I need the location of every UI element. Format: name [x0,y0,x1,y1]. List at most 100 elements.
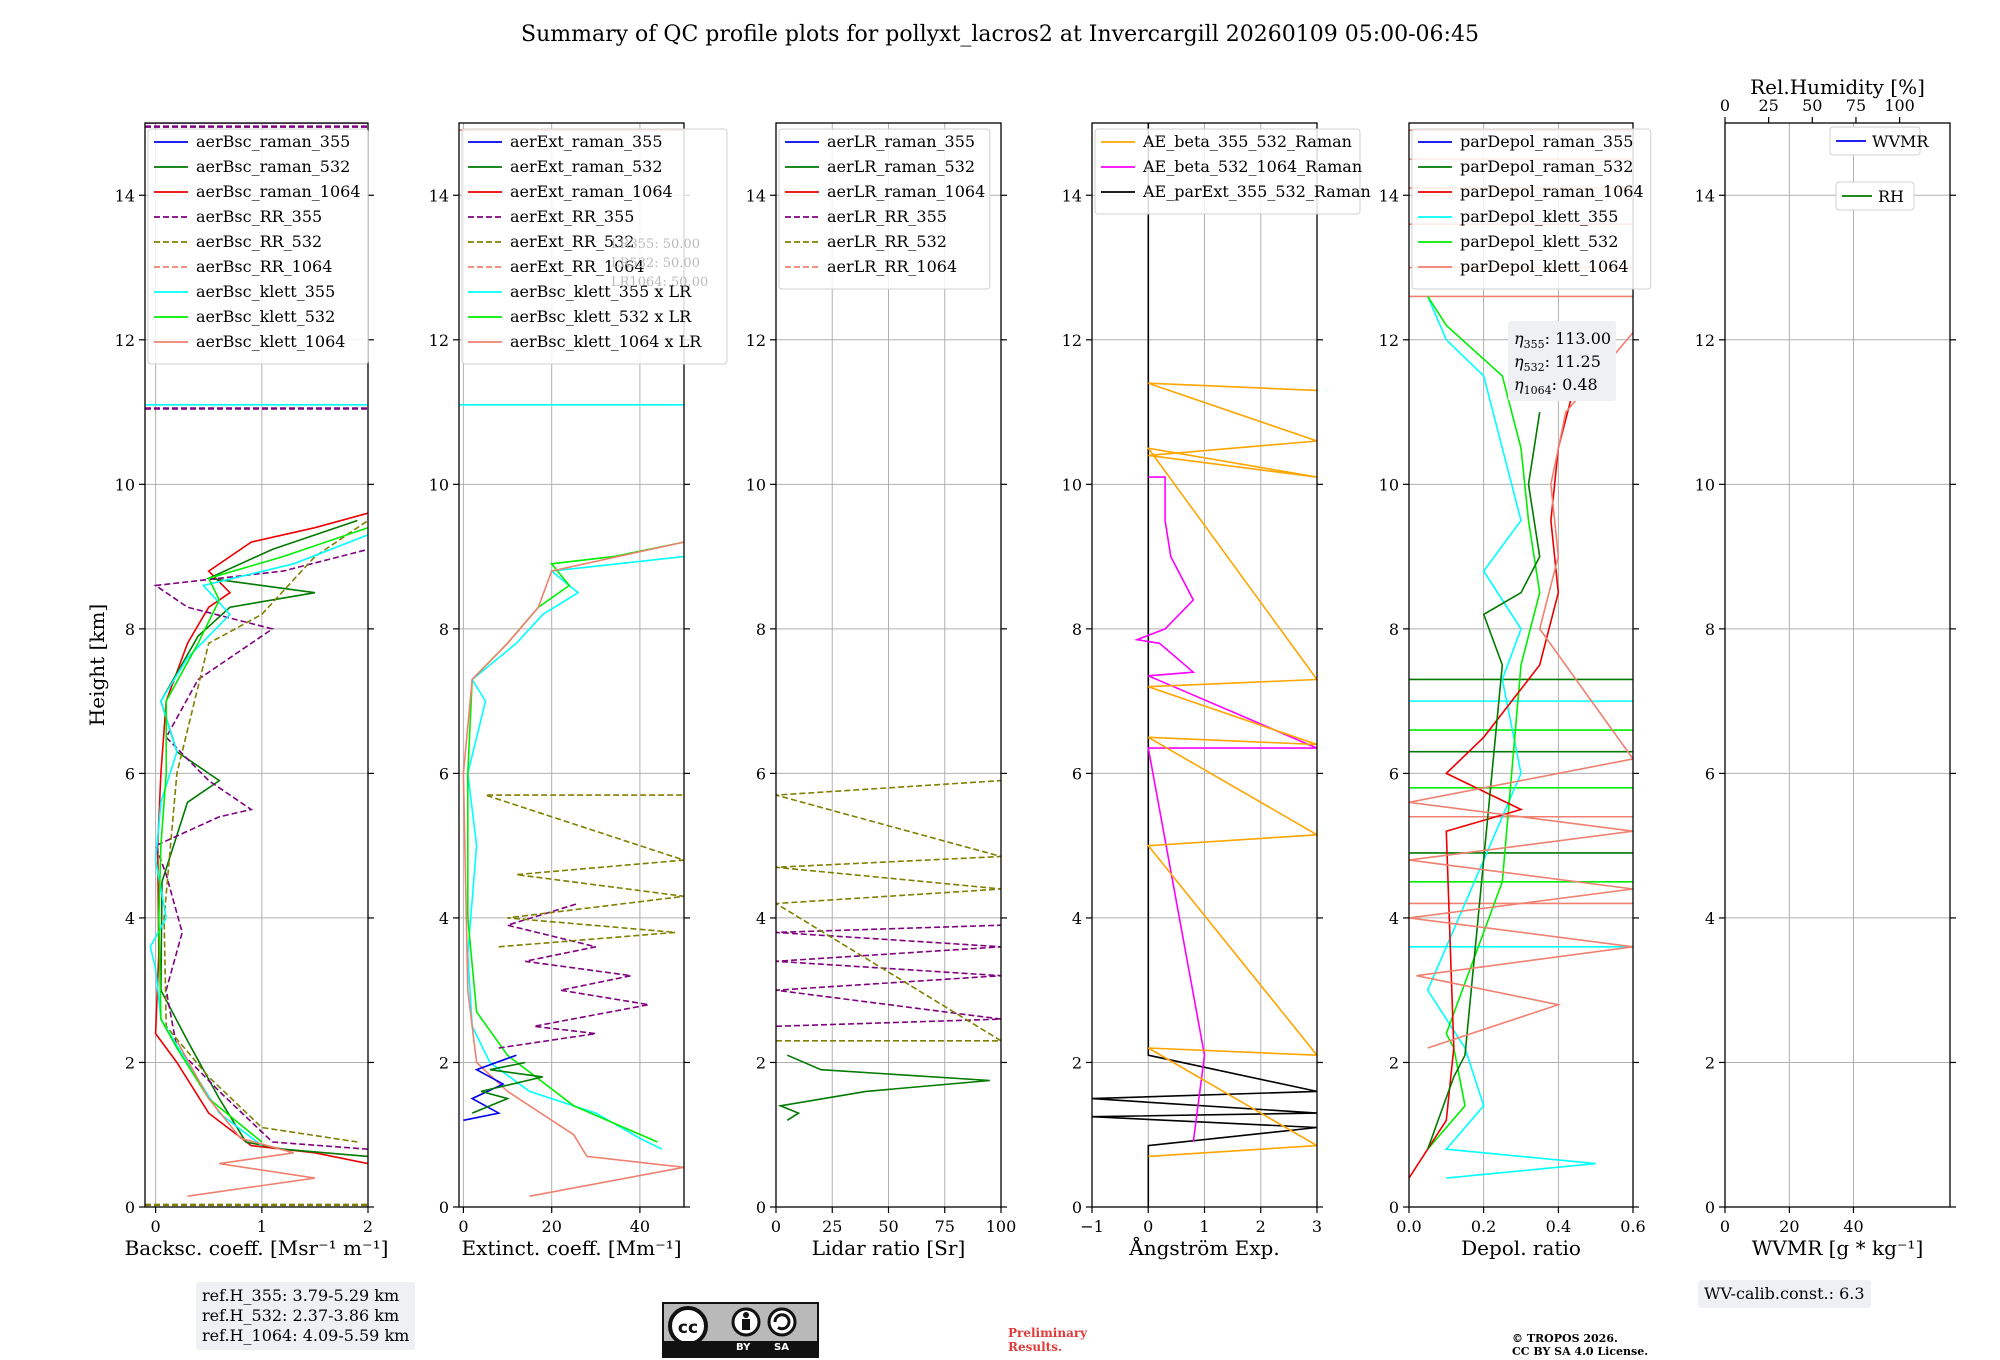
legend-label: aerBsc_klett_355 x LR [510,282,692,301]
ytick-label: 6 [1072,764,1082,783]
legend: aerBsc_raman_355 aerBsc_raman_532 aerBsc_r… [147,128,369,365]
series-group [1092,123,1317,1207]
legend: WVMR RH [1829,126,1929,211]
legend-label: AE_parExt_355_532_Raman [1142,182,1371,201]
series-aerBsc_raman_532 [160,519,368,1158]
ytick-label: 6 [1389,764,1399,783]
preliminary-line-2: Results. [1008,1340,1063,1354]
legend-label: AE_beta_532_1064_Raman [1142,157,1362,176]
series-aerExt_raman_355 [463,1054,517,1122]
axes-frame [1724,122,1951,1208]
xtick-label: 40 [1843,1217,1863,1236]
series-aerLR_RR_355 [776,924,1001,1028]
xtick-label: 50 [878,1217,898,1236]
cc-badge-footer: BY SA [664,1341,817,1356]
wv-calib-box: WV-calib.const.: 6.3 [1698,1280,1871,1308]
ytick-label: 12 [1379,331,1399,350]
ytick-label: 12 [429,331,449,350]
legend-label: RH [1878,187,1904,206]
ytick-label: 2 [1072,1053,1082,1072]
x2-axis-label: Rel.Humidity [%] [1750,75,1925,99]
x-axis-label: Extinct. coeff. [Mm⁻¹] [461,1236,681,1260]
xtick-label: 3 [1312,1217,1322,1236]
cc-sa-label: SA [774,1342,789,1353]
series-aerBsc_klett_355 [149,534,368,1147]
ytick-label: 4 [1389,909,1399,928]
copyright-note: © TROPOS 2026. CC BY SA 4.0 License. [1512,1332,1648,1358]
legend-label: aerLR_RR_532 [827,232,947,251]
axes-frame [1091,122,1318,1208]
xtick-label: 20 [542,1217,562,1236]
cc-logo-text: cc [678,1318,698,1338]
legend-label: aerLR_raman_532 [827,157,975,176]
ytick-label: 2 [439,1053,449,1072]
legend-label: aerBsc_RR_355 [196,207,322,226]
series-aerBsc_klett_532 x LR [467,541,684,1143]
ytick-label: 12 [1695,331,1715,350]
xtick-label: 100 [986,1217,1017,1236]
xtick-label: 2 [1256,1217,1266,1236]
legend-label: parDepol_klett_532 [1460,232,1618,251]
ytick-label: 8 [756,620,766,639]
legend-label: aerExt_raman_1064 [510,182,673,201]
x-axis-label: Lidar ratio [Sr] [812,1236,966,1260]
legend-label: parDepol_raman_532 [1460,157,1633,176]
ytick-label: 2 [1705,1053,1715,1072]
ref-height-532: ref.H_532: 2.37-3.86 km [202,1306,400,1325]
x-axis-label: Depol. ratio [1461,1236,1581,1260]
xtick-label: 0 [1720,1217,1730,1236]
ytick-label: 14 [746,186,766,205]
ytick-label: 14 [1062,186,1082,205]
legend: aerLR_raman_355 aerLR_raman_532 aerLR_rama… [778,128,991,290]
series-aerBsc_klett_532 [157,526,368,1143]
cc-license-badge[interactable]: cc BY SA [662,1302,819,1358]
series-aerLR_raman_532 [777,1054,990,1121]
ytick-label: 6 [125,764,135,783]
x-axis-label: Ångström Exp. [1128,1235,1279,1260]
x2tick-label: 25 [1758,96,1778,115]
series-aerBsc_klett_1064 x LR [462,541,684,1197]
series-AE_beta_355_532_Raman [1146,382,1317,1158]
ytick-label: 8 [439,620,449,639]
ytick-label: 10 [1695,475,1715,494]
ytick-label: 4 [1705,909,1715,928]
legend-label: aerBsc_raman_1064 [196,182,361,201]
cc-logo-icon: cc [668,1306,797,1346]
panel-lidar-ratio: 0 2 4 6 8 10 12 14 0 25 50 75 100 Lidar ratio [Sr] aer… [746,122,1017,1260]
xtick-label: 1 [1199,1217,1209,1236]
ytick-label: 6 [1705,764,1715,783]
series-parDepol_raman_532 [1426,411,1541,1150]
xtick-label: 0 [771,1217,781,1236]
series-AE_beta_532_1064_Raman [1133,476,1317,1143]
legend-label: WVMR [1872,132,1929,151]
ytick-label: 10 [1379,475,1399,494]
legend-label: aerBsc_RR_532 [196,232,322,251]
legend-label: parDepol_klett_355 [1460,207,1618,226]
series-aerLR_RR_532 [776,779,1001,1042]
ytick-label: 2 [756,1053,766,1072]
xtick-label: 25 [822,1217,842,1236]
ytick-label: 8 [125,620,135,639]
legend-label: aerExt_raman_532 [510,157,663,176]
legend-label: aerExt_RR_355 [510,207,634,226]
series-parDepol_klett_1064 [1409,332,1633,1049]
xtick-label: 0 [1143,1217,1153,1236]
x2tick-label: 75 [1846,96,1866,115]
ytick-label: 8 [1705,620,1715,639]
series-aerExt_RR_532 [485,794,684,948]
ytick-label: 0 [1072,1198,1082,1217]
ytick-label: 14 [429,186,449,205]
ytick-label: 8 [1072,620,1082,639]
series-aerBsc_klett_1064 [176,1040,316,1197]
preliminary-line-1: Preliminary [1008,1326,1088,1340]
eta-label: η532: 11.25 [1514,352,1601,374]
ytick-label: 8 [1389,620,1399,639]
ytick-label: 4 [125,909,135,928]
series-aerBsc_raman_1064 [154,512,368,1165]
ytick-label: 6 [439,764,449,783]
lr-note: LR532: 50.00 [611,256,700,271]
legend-label: aerLR_RR_355 [827,207,947,226]
ytick-label: 4 [756,909,766,928]
x-axis-label: Backsc. coeff. [Msr⁻¹ m⁻¹] [125,1236,389,1260]
